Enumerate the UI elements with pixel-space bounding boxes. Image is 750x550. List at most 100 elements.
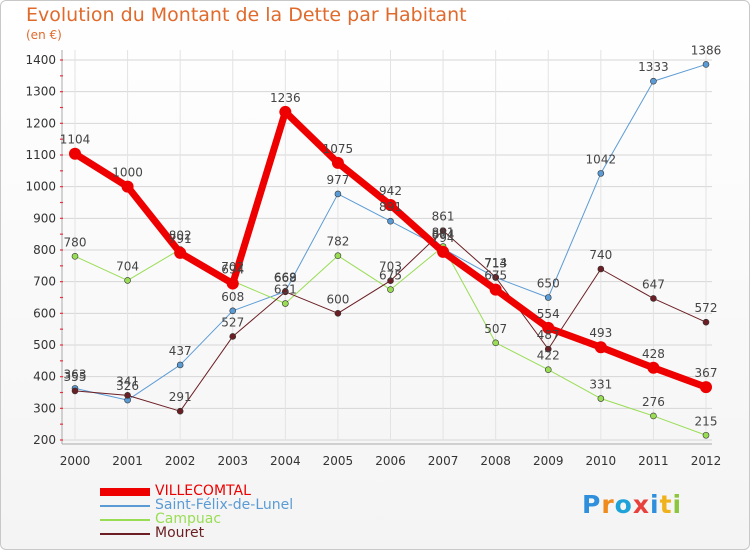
data-label: 608: [221, 290, 244, 304]
data-label: 694: [221, 263, 244, 277]
legend-swatch: [100, 519, 150, 521]
data-label: 891: [379, 200, 402, 214]
legend-swatch: [100, 488, 150, 496]
data-point: [124, 277, 131, 284]
data-point: [229, 333, 237, 340]
x-tick-label: 2001: [112, 454, 143, 468]
y-tick-label: 1400: [25, 53, 56, 67]
data-point: [282, 300, 289, 307]
data-label: 977: [326, 173, 349, 187]
y-tick-label: 1100: [25, 148, 56, 162]
data-label: 572: [695, 301, 718, 315]
data-label: 631: [274, 283, 297, 297]
data-labels: 363 326 437 608 669 977 891 804 713 650 1042 1333 13…: [60, 43, 722, 428]
y-tick-label: 200: [33, 433, 56, 447]
data-point: [282, 288, 289, 296]
data-label: 437: [169, 344, 192, 358]
data-point: [176, 407, 184, 415]
data-point: [176, 361, 184, 369]
data-label: 1042: [586, 152, 617, 166]
chart-unit-label: (en €): [26, 28, 62, 42]
data-label: 276: [642, 395, 665, 409]
data-label: 714: [484, 256, 507, 270]
data-point: [437, 245, 450, 258]
data-point: [387, 217, 394, 225]
data-label: 487: [537, 328, 560, 342]
data-point: [279, 105, 292, 118]
legend-label: Campuac: [155, 511, 222, 527]
data-label: 669: [274, 270, 297, 284]
legend-item: VILLECOMTAL: [100, 483, 360, 499]
data-label: 791: [169, 232, 192, 246]
data-point: [124, 392, 131, 399]
x-tick-label: 2000: [60, 454, 91, 468]
grid-lines: [62, 50, 712, 441]
legend-item: Mouret: [100, 525, 360, 541]
data-point: [492, 339, 499, 347]
logo-letter: t: [659, 490, 673, 519]
data-point: [700, 381, 712, 394]
line-chart: 200 300 400 500 600 700 800 900 1000 1100 1200 1300…: [25, 43, 722, 468]
data-label: 675: [379, 269, 402, 283]
data-point: [544, 294, 552, 301]
y-tick-label: 300: [33, 401, 56, 415]
data-point: [544, 366, 552, 374]
data-label: 861: [432, 210, 455, 224]
data-label: 341: [116, 374, 139, 388]
series-layer: [69, 61, 712, 439]
data-point: [331, 156, 344, 169]
data-label: 527: [221, 315, 244, 329]
data-point: [702, 431, 710, 439]
data-point: [229, 307, 237, 315]
y-tick-label: 500: [33, 338, 56, 352]
data-label: 507: [484, 322, 507, 336]
data-label: 942: [379, 184, 402, 198]
data-label: 600: [326, 292, 349, 306]
data-point: [489, 283, 502, 296]
data-point: [597, 170, 605, 177]
logo-letter: r: [601, 490, 615, 519]
data-point: [597, 265, 605, 273]
data-point: [387, 286, 394, 293]
data-point: [702, 61, 710, 68]
data-point: [650, 412, 657, 420]
legend-swatch: [100, 533, 150, 535]
data-label: 367: [695, 366, 718, 380]
data-point: [597, 395, 605, 402]
x-tick-label: 2008: [480, 454, 511, 468]
axes: 200 300 400 500 600 700 800 900 1000 1100 1200 1300…: [25, 50, 721, 468]
data-label: 1000: [112, 166, 143, 180]
data-point: [384, 199, 397, 212]
data-label: 780: [64, 235, 87, 249]
y-tick-label: 400: [33, 370, 56, 384]
data-label: 647: [642, 277, 665, 291]
data-point: [334, 190, 342, 198]
data-point: [121, 180, 134, 193]
y-tick-label: 600: [33, 306, 56, 320]
data-point: [334, 310, 342, 317]
y-tick-label: 1000: [25, 180, 56, 194]
data-point: [71, 253, 79, 260]
logo-letter: P: [582, 490, 602, 519]
x-tick-label: 2004: [270, 454, 301, 468]
x-tick-label: 2010: [586, 454, 617, 468]
data-point: [647, 361, 660, 374]
x-tick-label: 2006: [375, 454, 406, 468]
data-label: 702: [221, 260, 244, 274]
data-label: 675: [484, 269, 507, 283]
y-tick-label: 700: [33, 275, 56, 289]
data-point: [174, 246, 187, 259]
data-label: 1236: [270, 91, 301, 105]
data-label: 215: [695, 414, 718, 428]
data-label: 331: [589, 378, 612, 392]
legend: VILLECOMTAL Saint-Félix-de-Lunel Campuac Mo…: [100, 483, 360, 541]
data-label: 1075: [323, 142, 354, 156]
chart-title: Evolution du Montant de la Dette par Hab…: [26, 4, 467, 26]
data-label: 794: [432, 231, 455, 245]
data-label: 554: [537, 307, 560, 321]
data-label: 363: [64, 367, 87, 381]
data-label: 740: [589, 248, 612, 262]
data-point: [594, 341, 607, 354]
y-tick-label: 1300: [25, 85, 56, 99]
y-tick-label: 800: [33, 243, 56, 257]
